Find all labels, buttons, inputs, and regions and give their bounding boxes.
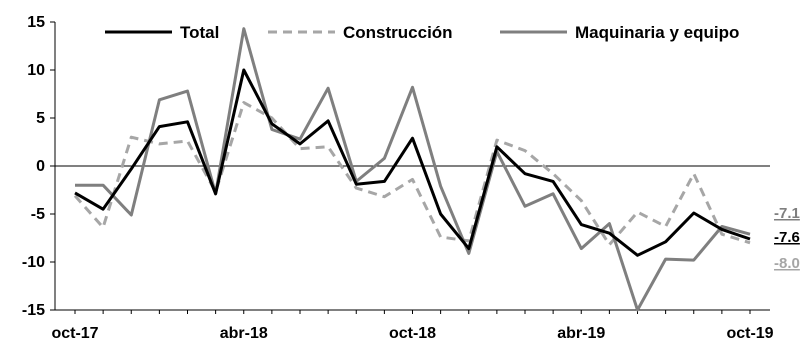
legend-label-total: Total [180, 23, 219, 42]
end-label-construccion: -8.0 [774, 255, 800, 272]
x-tick-label: oct-18 [389, 325, 436, 342]
x-tick-label: oct-19 [726, 325, 773, 342]
legend-item-maquinaria: Maquinaria y equipo [500, 23, 739, 42]
x-tick-label: oct-17 [51, 325, 98, 342]
series-line-construcci-n [73, 101, 751, 247]
legend-item-construccion: Construcción [268, 23, 453, 42]
series-line-maquinaria-y-equipo [75, 27, 751, 312]
series-line-total [74, 68, 751, 257]
x-tick-label: abr-19 [557, 325, 605, 342]
x-tick-label: abr-18 [220, 325, 268, 342]
legend: Total Construcción Maquinaria y equipo [105, 23, 739, 42]
legend-label-construccion: Construcción [343, 23, 453, 42]
y-axis-ticks: 15 10 5 0 -5 -10 -15 [22, 14, 55, 319]
end-labels: -7.1 -7.6 -8.0 [774, 205, 800, 272]
y-tick-label: 5 [36, 110, 45, 127]
y-tick-label: 0 [36, 158, 45, 175]
y-tick-label: -15 [22, 302, 45, 319]
end-label-total: -7.6 [774, 229, 800, 246]
series-lines [73, 27, 751, 312]
end-label-maquinaria: -7.1 [774, 205, 800, 222]
y-tick-label: 10 [27, 62, 45, 79]
x-axis-ticks: oct-17 abr-18 oct-18 abr-19 oct-19 [51, 310, 774, 342]
y-tick-label: 15 [27, 14, 45, 31]
y-tick-label: -10 [22, 254, 45, 271]
legend-item-total: Total [105, 23, 219, 42]
legend-label-maquinaria: Maquinaria y equipo [575, 23, 739, 42]
y-tick-label: -5 [31, 206, 45, 223]
